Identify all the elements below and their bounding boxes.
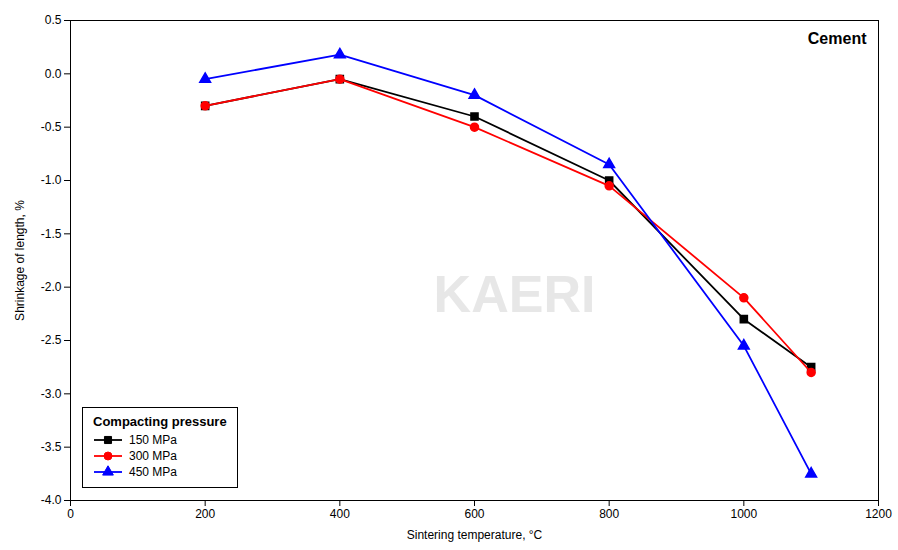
svg-text:400: 400	[330, 507, 350, 521]
svg-text:0.5: 0.5	[45, 13, 62, 27]
svg-text:-2.0: -2.0	[41, 280, 62, 294]
svg-text:-3.0: -3.0	[41, 387, 62, 401]
svg-text:-0.5: -0.5	[41, 120, 62, 134]
html-text:150 MPa: 150 MPa	[129, 433, 177, 447]
svg-text:800: 800	[599, 507, 619, 521]
svg-text:0: 0	[67, 507, 74, 521]
svg-text:Cement: Cement	[808, 30, 867, 47]
svg-text:0.0: 0.0	[45, 67, 62, 81]
svg-text:1000: 1000	[730, 507, 757, 521]
svg-text:600: 600	[464, 507, 484, 521]
html-text:Compacting pressure: Compacting pressure	[93, 414, 227, 429]
html-text:300 MPa: 300 MPa	[129, 449, 177, 463]
svg-text:KAERI: KAERI	[434, 265, 596, 323]
svg-text:-1.5: -1.5	[41, 227, 62, 241]
svg-text:Sintering temperature, °C: Sintering temperature, °C	[407, 528, 543, 542]
svg-text:Shrinkage of length, %: Shrinkage of length, %	[13, 200, 27, 321]
svg-text:1200: 1200	[865, 507, 892, 521]
html-text:450 MPa: 450 MPa	[129, 465, 177, 479]
svg-text:-4.0: -4.0	[41, 493, 62, 507]
svg-text:-2.5: -2.5	[41, 333, 62, 347]
svg-text:200: 200	[195, 507, 215, 521]
svg-text:-3.5: -3.5	[41, 440, 62, 454]
svg-text:-1.0: -1.0	[41, 173, 62, 187]
